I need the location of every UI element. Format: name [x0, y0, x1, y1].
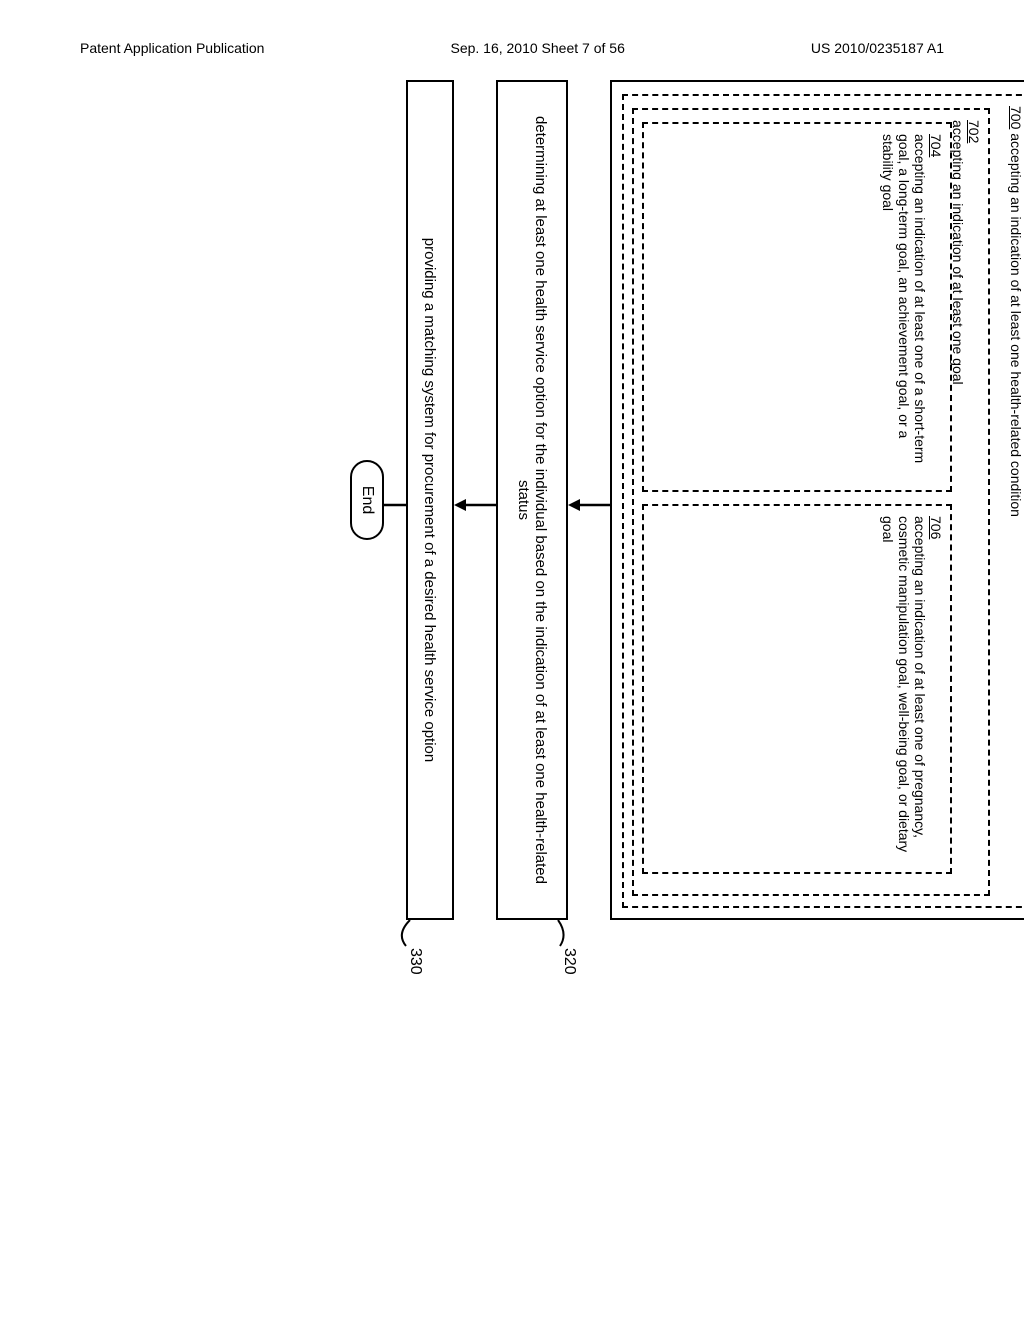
- leader-line-icon: [548, 920, 566, 948]
- flow-arrow-icon: [454, 498, 496, 512]
- substep-702-text: accepting an indication of at least one …: [950, 120, 966, 884]
- step-310-box: accepting an indication of at least one …: [610, 80, 1024, 920]
- step-320-box: determining at least one health service …: [496, 80, 568, 920]
- end-terminal: End: [350, 460, 384, 540]
- substep-700-box: 700 accepting an indication of at least …: [622, 94, 1024, 908]
- step-330-box: providing a matching system for procurem…: [406, 80, 454, 920]
- diagram-rotated: FIG. 7 300 Start accepting an indication…: [350, 80, 1024, 1040]
- leader-line-icon: [394, 920, 412, 948]
- substep-706-text: accepting an indication of at least one …: [880, 516, 928, 862]
- flow-arrow-icon: [568, 498, 610, 512]
- step-330-text: providing a matching system for procurem…: [422, 238, 439, 762]
- substep-700-text: accepting an indication of at least one …: [1008, 129, 1024, 517]
- ref-700: 700: [1008, 106, 1024, 129]
- header-left: Patent Application Publication: [80, 40, 264, 56]
- page-header: Patent Application Publication Sep. 16, …: [0, 40, 1024, 56]
- substep-706-box: 706 accepting an indication of at least …: [642, 504, 952, 874]
- ref-704: 704: [928, 134, 944, 157]
- substep-704-text: accepting an indication of at least one …: [880, 134, 928, 480]
- step-320-text: determining at least one health service …: [515, 102, 549, 898]
- header-center: Sep. 16, 2010 Sheet 7 of 56: [450, 40, 624, 56]
- ref-706: 706: [928, 516, 944, 539]
- ref-330: 330: [406, 948, 424, 975]
- ref-320: 320: [560, 948, 578, 975]
- page: Patent Application Publication Sep. 16, …: [0, 0, 1024, 1320]
- end-label: End: [359, 486, 376, 514]
- substep-702-box: 702 accepting an indication of at least …: [632, 108, 990, 896]
- diagram: FIG. 7 300 Start accepting an indication…: [140, 160, 920, 1120]
- substep-704-box: 704 accepting an indication of at least …: [642, 122, 952, 492]
- ref-702: 702: [966, 120, 982, 143]
- header-right: US 2010/0235187 A1: [811, 40, 944, 56]
